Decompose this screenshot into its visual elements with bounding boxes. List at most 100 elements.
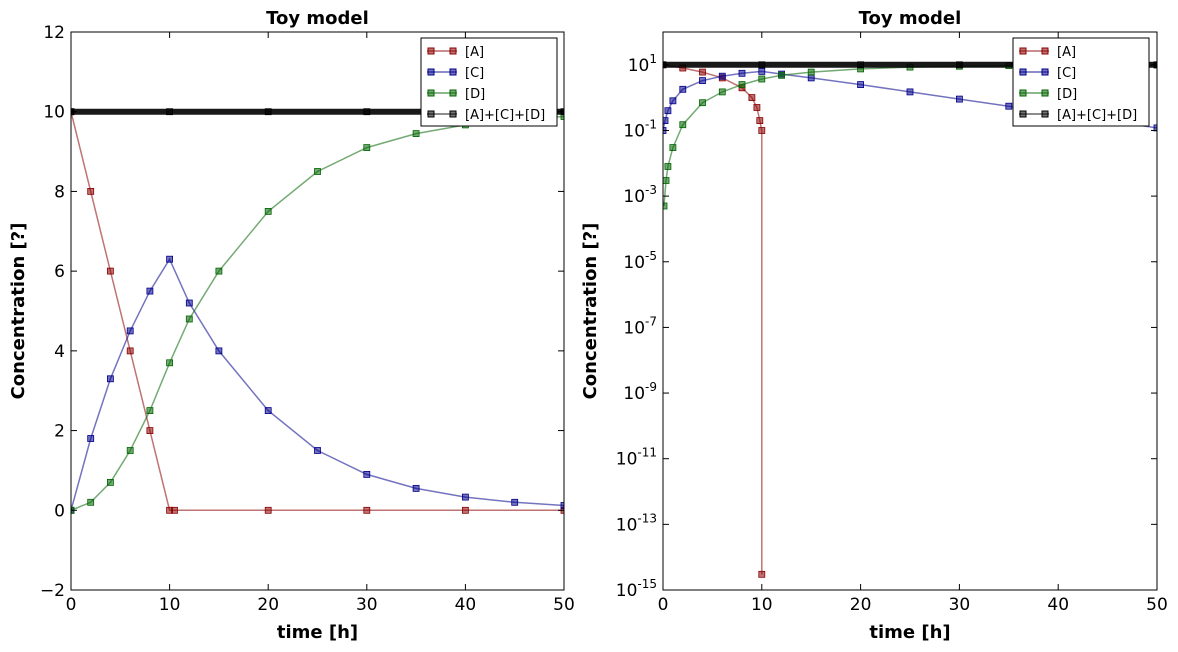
legend-label: [C] [1057,66,1076,81]
legend-label: [A]+[C]+[D] [1057,108,1137,123]
data-point [778,71,785,79]
y-tick-label: 10-15 [616,577,657,601]
data-point [126,447,134,454]
x-tick-label: 50 [553,595,575,615]
data-point [679,121,687,129]
data-point [87,435,95,442]
data-point [171,506,178,514]
series-line [71,257,564,511]
data-point [185,315,193,323]
data-point [107,267,114,275]
data-point [718,88,726,96]
data-point [669,97,677,105]
data-point [679,85,687,93]
y-tick-label: 10-3 [623,183,657,207]
data-point [663,117,669,124]
data-point [412,484,420,492]
x-tick-label: 0 [66,595,77,615]
data-point [314,168,321,175]
legend-swatch-marker [1041,68,1049,76]
y-tick-label: 101 [628,52,657,76]
legend: [A] [C] [D] [A]+[C]+[D] [1012,37,1150,127]
y-tick-label: 10-1 [623,117,657,141]
legend-swatch-marker [1041,110,1049,118]
legend-swatch-marker [1041,89,1049,97]
data-point [264,506,272,514]
data-point [1005,102,1013,110]
legend-swatch-marker [449,89,457,97]
y-tick-label: 10 [43,103,65,123]
data-point [146,287,154,295]
data-point [857,61,864,69]
data-point [738,81,746,88]
data-point [363,108,371,116]
data-point [185,299,193,307]
x-tick-label: 40 [1047,595,1069,615]
data-point [264,108,272,116]
y-tick-label: 2 [54,422,65,442]
legend-entry: [A]+[C]+[D] [427,108,545,123]
data-point [807,74,815,82]
data-point [560,113,564,120]
legend-swatch-marker [449,68,457,76]
data-point [314,447,321,454]
x-axis-label: time [h] [869,622,950,643]
legend-swatch-marker [1019,110,1027,118]
data-point [215,267,223,275]
data-point [956,61,963,69]
data-point [738,69,746,77]
data-point [363,144,371,152]
y-axis-label: Concentration [?] [580,223,601,400]
legend-entry: [A] [1019,45,1076,60]
data-point [1153,124,1157,132]
data-point [511,498,519,506]
legend-entry: [A]+[C]+[D] [1019,108,1137,123]
data-point [718,72,726,80]
y-tick-label: 10-5 [623,249,657,273]
series-2 [71,255,564,514]
legend-label: [C] [465,66,484,81]
data-point [107,375,114,383]
data-point [146,427,154,435]
x-tick-label: 0 [658,595,669,615]
legend-entry: [D] [1019,87,1077,102]
y-tick-label: 10-11 [616,446,657,470]
legend-swatch-marker [449,47,457,55]
data-point [756,117,764,124]
y-tick-label: 10-13 [616,511,657,535]
legend-swatch-marker [1019,68,1027,76]
legend-box [420,37,558,127]
y-tick-label: 6 [54,262,65,282]
y-axis-label: Concentration [?] [8,223,29,400]
legend-swatch-marker [1019,47,1027,55]
data-point [758,61,766,69]
legend-swatch-marker [1019,89,1027,97]
data-point [664,107,672,115]
axes-frame [662,31,1158,591]
data-point [906,88,914,96]
legend-box [1012,37,1150,127]
data-point [412,130,420,138]
y-tick-label: 10-9 [623,380,657,404]
data-point [146,407,154,415]
data-point [126,327,134,335]
x-tick-label: 40 [455,595,477,615]
legend-label: [A] [465,45,484,60]
data-point [87,187,95,195]
data-point [461,506,469,514]
x-tick-label: 30 [356,595,378,615]
x-tick-label: 10 [159,595,181,615]
data-point [87,498,95,506]
series-line [663,64,763,575]
y-tick-label: 0 [54,501,65,521]
x-axis-label: time [h] [277,622,358,643]
axes-frame [70,31,565,591]
legend-swatch-marker [1041,47,1049,55]
data-point [748,94,756,101]
x-tick-label: 20 [850,595,872,615]
x-tick-label: 10 [751,595,773,615]
data-point [956,95,963,103]
legend-swatch-marker [427,68,435,76]
